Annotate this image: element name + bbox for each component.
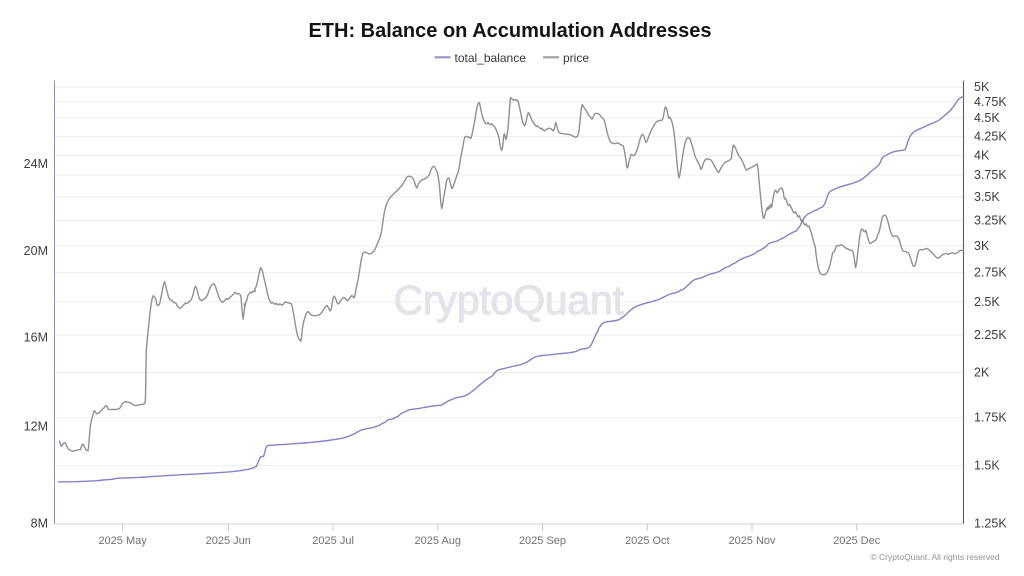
svg-text:2.5K: 2.5K	[974, 295, 1000, 309]
svg-text:1.5K: 1.5K	[974, 459, 1000, 473]
svg-text:8M: 8M	[31, 517, 48, 531]
svg-text:2025 Nov: 2025 Nov	[728, 535, 776, 547]
svg-text:24M: 24M	[24, 157, 48, 171]
svg-text:ETH: Balance on Accumulation A: ETH: Balance on Accumulation Addresses	[308, 20, 711, 42]
svg-text:2025 Jun: 2025 Jun	[206, 535, 251, 547]
svg-text:4.75K: 4.75K	[974, 95, 1007, 109]
svg-text:3.75K: 3.75K	[974, 168, 1007, 182]
svg-text:4K: 4K	[974, 149, 990, 163]
svg-text:CryptoQuant: CryptoQuant	[394, 277, 625, 323]
svg-text:2K: 2K	[974, 366, 990, 380]
svg-text:3.5K: 3.5K	[974, 190, 1000, 204]
svg-text:2.25K: 2.25K	[974, 328, 1007, 342]
svg-text:12M: 12M	[24, 419, 48, 433]
svg-text:3.25K: 3.25K	[974, 214, 1007, 228]
svg-text:1.75K: 1.75K	[974, 411, 1007, 425]
svg-text:4.5K: 4.5K	[974, 111, 1000, 125]
svg-text:16M: 16M	[24, 331, 48, 345]
svg-text:2025 Oct: 2025 Oct	[625, 535, 670, 547]
svg-text:5K: 5K	[974, 80, 990, 94]
svg-text:2025 Aug: 2025 Aug	[415, 535, 462, 547]
svg-text:20M: 20M	[24, 244, 48, 258]
svg-text:3K: 3K	[974, 239, 990, 253]
svg-text:1.25K: 1.25K	[974, 517, 1007, 531]
svg-text:© CryptoQuant. All rights rese: © CryptoQuant. All rights reserved	[870, 552, 999, 562]
svg-text:price: price	[563, 51, 589, 65]
svg-text:total_balance: total_balance	[455, 51, 527, 65]
svg-text:4.25K: 4.25K	[974, 130, 1007, 144]
svg-text:2025 Jul: 2025 Jul	[312, 535, 354, 547]
svg-text:2025 Sep: 2025 Sep	[519, 535, 566, 547]
svg-text:2.75K: 2.75K	[974, 266, 1007, 280]
svg-text:2025 May: 2025 May	[98, 535, 147, 547]
svg-text:2025 Dec: 2025 Dec	[833, 535, 881, 547]
